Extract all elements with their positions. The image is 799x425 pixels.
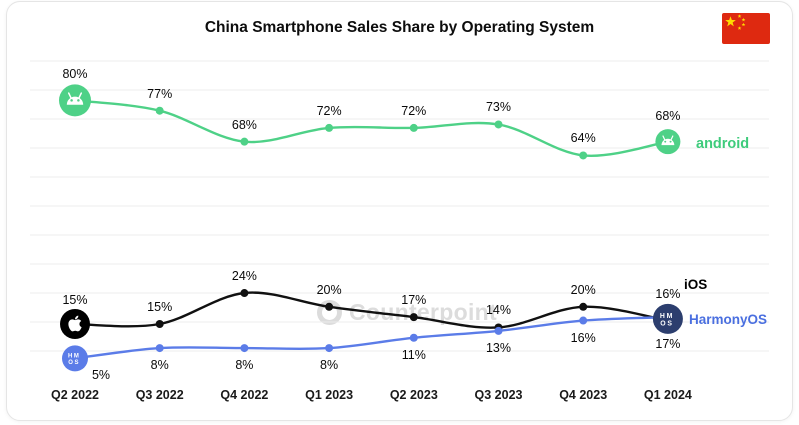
svg-text:OS: OS bbox=[660, 320, 674, 327]
data-point-label: 5% bbox=[91, 368, 111, 383]
data-point-label: 17% bbox=[655, 337, 681, 352]
x-axis-label: Q2 2022 bbox=[51, 388, 99, 402]
data-point-label: 72% bbox=[316, 103, 342, 118]
x-axis-label: Q1 2024 bbox=[643, 388, 692, 402]
data-point bbox=[240, 289, 249, 298]
data-point-label: 64% bbox=[570, 131, 596, 146]
x-axis-label: Q3 2022 bbox=[135, 388, 184, 402]
series-label-ios: iOS bbox=[684, 277, 708, 292]
data-point bbox=[579, 302, 588, 311]
apple-badge-icon bbox=[60, 309, 90, 339]
svg-text:OS: OS bbox=[68, 360, 80, 366]
x-axis-label: Q4 2022 bbox=[220, 388, 269, 402]
data-point bbox=[155, 106, 164, 115]
data-point-label: 15% bbox=[62, 293, 88, 307]
android-badge-icon bbox=[655, 129, 681, 155]
data-point-label: 68% bbox=[231, 117, 257, 132]
data-point-label: 77% bbox=[147, 86, 173, 101]
data-point bbox=[155, 320, 164, 328]
data-point-label: 16% bbox=[655, 286, 681, 301]
china-flag-icon bbox=[722, 13, 770, 44]
data-point-label: 13% bbox=[485, 340, 512, 355]
data-point bbox=[155, 344, 164, 353]
data-point-label: 68% bbox=[655, 108, 681, 123]
data-point bbox=[409, 123, 418, 132]
data-point-label: 72% bbox=[401, 103, 427, 118]
svg-text:HM: HM bbox=[68, 354, 81, 360]
data-point-label: 15% bbox=[147, 300, 173, 314]
x-axis-label: Q2 2023 bbox=[389, 388, 438, 402]
data-point bbox=[579, 151, 588, 160]
data-point-label: 14% bbox=[485, 303, 512, 318]
data-point bbox=[494, 326, 503, 335]
data-point bbox=[325, 302, 334, 311]
data-point bbox=[240, 344, 249, 353]
svg-text:HM: HM bbox=[660, 313, 674, 320]
data-point bbox=[409, 313, 418, 322]
data-point bbox=[494, 120, 503, 129]
x-axis-label: Q4 2023 bbox=[559, 388, 608, 402]
series-label-android: android bbox=[696, 136, 750, 152]
data-point-label: 20% bbox=[316, 282, 342, 297]
data-point-label: 80% bbox=[62, 67, 88, 82]
series-android bbox=[71, 96, 672, 160]
data-point-label: 8% bbox=[150, 358, 169, 373]
data-point bbox=[325, 123, 334, 132]
data-point-label: 20% bbox=[570, 282, 596, 297]
data-point-label: 8% bbox=[235, 358, 254, 373]
data-point bbox=[579, 316, 588, 325]
series-label-harmonyos: HarmonyOS bbox=[689, 312, 768, 327]
data-point-label: 17% bbox=[401, 293, 427, 308]
android-badge-icon bbox=[59, 84, 91, 117]
chart-title: China Smartphone Sales Share by Operatin… bbox=[204, 19, 595, 36]
data-point-label: 16% bbox=[570, 330, 596, 345]
data-point bbox=[409, 333, 418, 342]
data-point-label: 24% bbox=[231, 269, 257, 284]
x-axis-label: Q1 2023 bbox=[305, 388, 354, 402]
data-point bbox=[240, 137, 249, 146]
data-point bbox=[325, 344, 334, 353]
data-point-label: 11% bbox=[401, 347, 426, 362]
data-point-label: 73% bbox=[485, 100, 512, 115]
x-axis-label: Q3 2023 bbox=[474, 388, 523, 402]
data-point-label: 8% bbox=[320, 358, 339, 373]
